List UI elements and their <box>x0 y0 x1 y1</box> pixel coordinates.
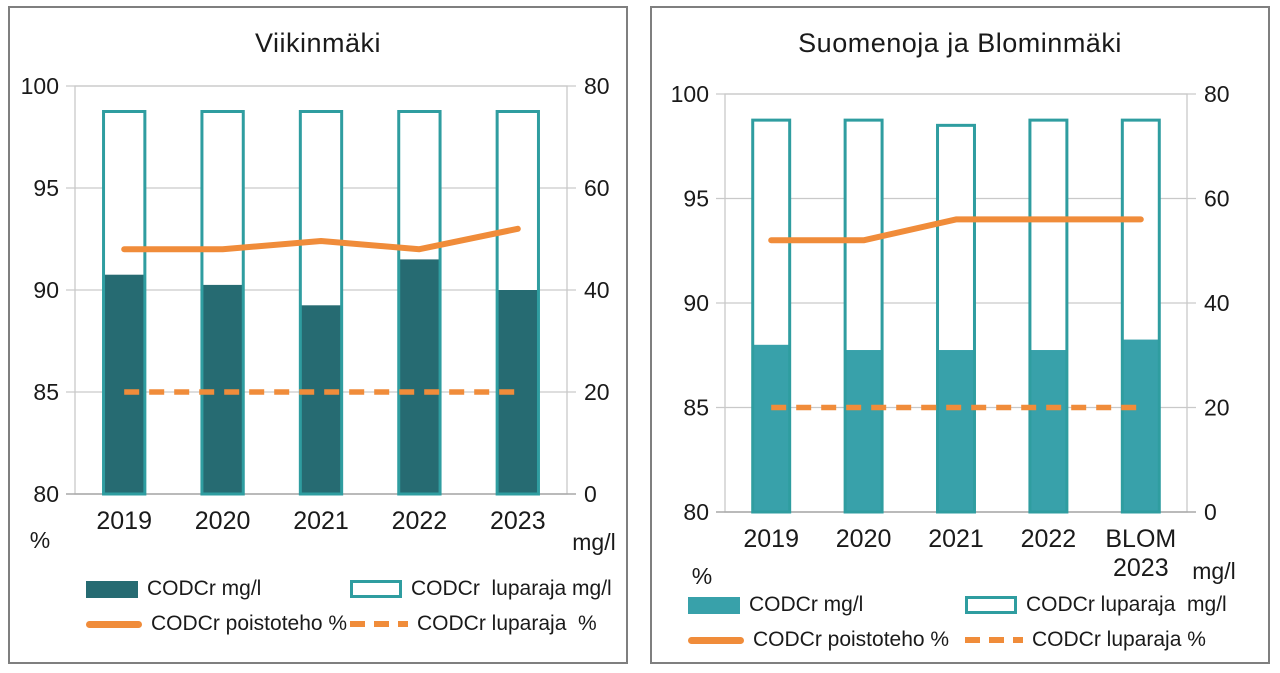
left-axis-tick: 95 <box>33 175 59 201</box>
right-axis-tick: 80 <box>584 73 610 99</box>
solid-line-swatch-icon <box>86 620 142 628</box>
chart-legend: CODCr mg/l CODCr luparaja mg/l CODCr poi… <box>688 593 1227 652</box>
filled-bar-swatch-icon <box>86 580 138 598</box>
x-axis-label: BLOM <box>1105 525 1176 553</box>
legend-item-codcr-luparaja-pct: CODCr luparaja % <box>350 612 597 636</box>
legend-item-codcr-luparaja-mgl: CODCr luparaja mg/l <box>350 577 612 601</box>
left-axis-tick: 80 <box>683 499 709 525</box>
chart-legend: CODCr mg/l CODCr luparaja mg/l CODCr poi… <box>86 577 612 636</box>
filled-bar-swatch-icon <box>688 596 740 614</box>
legend-item-codcr-poistoteho: CODCr poistoteho % <box>86 612 350 636</box>
solid-line-swatch-icon <box>688 636 744 644</box>
right-axis-tick: 40 <box>584 277 610 303</box>
legend-label: CODCr mg/l <box>147 577 262 600</box>
x-axis-label: 2023 <box>490 507 546 535</box>
value-bar <box>103 274 145 494</box>
chart-title: Viikinmäki <box>254 28 382 58</box>
left-axis-unit: % <box>30 527 50 553</box>
right-axis-tick: 40 <box>1204 290 1230 316</box>
right-axis-tick: 20 <box>584 379 610 405</box>
legend-row: CODCr mg/l CODCr luparaja mg/l <box>86 577 612 601</box>
outlined-bar-swatch-icon <box>350 580 402 598</box>
efficiency-line <box>121 225 521 253</box>
outlined-bar-swatch-icon <box>965 596 1017 614</box>
x-axis-label: 2020 <box>195 507 251 535</box>
right-axis-tick: 0 <box>584 481 597 507</box>
left-axis-tick: 85 <box>683 395 709 421</box>
value-bar <box>937 350 975 512</box>
value-bar <box>398 259 441 494</box>
limit-bar-outline <box>1120 118 1161 514</box>
left-axis-unit: % <box>692 563 712 589</box>
right-axis-unit: mg/l <box>572 529 615 555</box>
legend-item-codcr-mgl: CODCr mg/l <box>86 577 350 601</box>
chart-canvas: 100 95 90 85 80 80 60 40 20 0 2019 2020 2021 2022 BLOM… <box>671 81 1236 589</box>
legend-label: CODCr poistoteho % <box>151 612 348 635</box>
legend-label: CODCr mg/l <box>749 593 864 616</box>
x-axis-label: 2019 <box>96 507 152 535</box>
x-axis-label: 2019 <box>743 525 799 553</box>
limit-bar-outline <box>936 123 976 514</box>
legend-item-codcr-luparaja-pct: CODCr luparaja % <box>965 628 1206 652</box>
limit-bar-outline <box>1028 118 1069 514</box>
left-axis-tick: 95 <box>683 186 709 212</box>
right-axis-unit: mg/l <box>1192 558 1235 584</box>
right-axis-tick: 0 <box>1204 499 1217 525</box>
left-axis-tick: 80 <box>33 481 59 507</box>
legend-label: CODCr poistoteho % <box>753 628 950 651</box>
legend-item-codcr-mgl: CODCr mg/l <box>688 593 965 617</box>
x-axis-label: 2020 <box>836 525 892 553</box>
dashed-line-swatch-icon <box>350 621 408 627</box>
x-axis-label: 2022 <box>1021 525 1077 553</box>
legend-row: CODCr mg/l CODCr luparaja mg/l <box>688 593 1227 617</box>
legend-row: CODCr poistoteho % CODCr luparaja % <box>86 612 612 636</box>
chart-panel-suomenoja-blominmaki: Suomenoja ja Blominmäki 100 95 90 85 80 80 60 4… <box>650 6 1270 664</box>
value-bar <box>845 350 883 512</box>
value-bar <box>1029 350 1067 512</box>
legend-label: CODCr luparaja mg/l <box>1026 593 1227 616</box>
right-axis-tick: 20 <box>1204 395 1230 421</box>
legend-item-codcr-luparaja-mgl: CODCr luparaja mg/l <box>965 593 1227 617</box>
right-axis-tick: 60 <box>584 175 610 201</box>
value-bar <box>1122 339 1160 512</box>
right-axis-tick: 80 <box>1204 81 1230 107</box>
limit-bar-outline <box>200 110 245 496</box>
left-axis-tick: 90 <box>33 277 59 303</box>
x-axis-label: 2021 <box>293 507 349 535</box>
left-axis-tick: 85 <box>33 379 59 405</box>
left-axis-tick: 90 <box>683 290 709 316</box>
legend-item-codcr-poistoteho: CODCr poistoteho % <box>688 628 965 652</box>
limit-bar-outline <box>298 110 344 496</box>
chart-title: Suomenoja ja Blominmäki <box>798 28 1122 58</box>
limit-bar-outline <box>495 110 540 496</box>
left-axis-tick: 100 <box>671 81 709 107</box>
x-axis-label: 2022 <box>392 507 448 535</box>
efficiency-line <box>768 216 1144 244</box>
limit-bar-outline <box>751 118 792 514</box>
value-bar <box>752 344 790 512</box>
value-bar <box>300 305 342 494</box>
legend-label: CODCr luparaja % <box>1032 628 1206 651</box>
chart-panel-viikinmaki: Viikinmäki 100 95 90 85 80 80 60 40 20 0 2019 2020 2… <box>8 6 628 664</box>
limit-bar-outline <box>397 110 442 496</box>
limit-bar-outline <box>102 110 147 496</box>
legend-label: CODCr luparaja % <box>417 612 597 635</box>
x-axis-label: 2021 <box>928 525 984 553</box>
legend-row: CODCr poistoteho % CODCr luparaja % <box>688 628 1227 652</box>
limit-bar-outline <box>843 118 884 514</box>
x-axis-label: 2023 <box>1113 554 1169 582</box>
legend-label: CODCr luparaja mg/l <box>411 577 612 600</box>
dashed-line-swatch-icon <box>965 637 1023 643</box>
right-axis-tick: 60 <box>1204 186 1230 212</box>
chart-canvas: 100 95 90 85 80 80 60 40 20 0 2019 2020 2021 2022 2023… <box>21 73 616 555</box>
left-axis-tick: 100 <box>21 73 59 99</box>
